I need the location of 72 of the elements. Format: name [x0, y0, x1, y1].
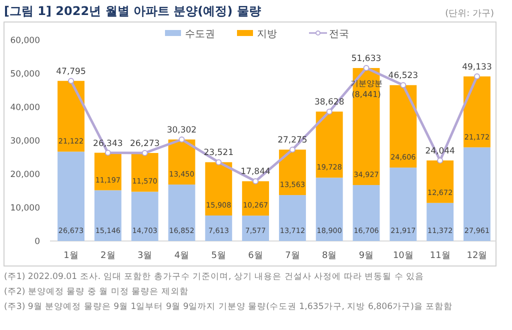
point [104, 150, 111, 156]
bar [168, 184, 196, 241]
data-label: 38,628 [314, 98, 344, 108]
data-label: 24,044 [425, 146, 455, 156]
point [142, 150, 148, 156]
data-label: 26,343 [93, 138, 123, 149]
data-label: 17,844 [240, 167, 270, 178]
bar [352, 185, 380, 241]
point [289, 146, 296, 153]
bar [242, 181, 270, 216]
point [474, 73, 480, 80]
legend-label: 수도권 [185, 29, 215, 40]
y-tick-label: 0 [34, 237, 40, 247]
bar [464, 147, 490, 241]
y-tick-label: 10,000 [10, 204, 40, 214]
point [178, 136, 185, 142]
data-label: 26,273 [130, 138, 160, 149]
bar [426, 202, 454, 241]
data-label: 47,795 [56, 66, 86, 77]
bar [94, 152, 122, 190]
x-tick-label: 3월 [137, 251, 152, 261]
bar [94, 190, 122, 241]
data-label: 46,523 [388, 71, 418, 82]
bar [58, 152, 84, 241]
x-tick-label: 9월 [358, 251, 374, 261]
x-tick-label: 8월 [322, 251, 337, 261]
bar [390, 85, 417, 168]
bar [316, 112, 343, 178]
y-tick-label: 60,000 [10, 36, 40, 46]
point [326, 108, 332, 115]
point [363, 65, 370, 72]
x-tick-label: 6월 [248, 251, 263, 261]
bar [426, 160, 454, 203]
point [216, 159, 222, 166]
bar [316, 178, 343, 241]
bar [205, 162, 232, 216]
point [68, 78, 74, 84]
text: (주3) 9월 분양예정 물량은 9월 1일부터 9월 9일까지 기분양 물량(수도권 1,635가구, 지방 6,806가구)을 포함함 [4, 302, 453, 312]
text: (주1) 2022.09.01 조사. 임대 포함한 총가구수 기준이며, 상기 내용은 건설사 사정에 따라 변동될 수 있음 [4, 272, 424, 282]
legend-label: 전국 [329, 29, 349, 40]
x-tick-label: 5월 [211, 251, 226, 261]
point [252, 178, 259, 184]
y-tick-label: 40,000 [10, 103, 40, 113]
point [400, 82, 406, 88]
chart-title: [그림 1] 2022년 월별 아파트 분양(예정) 물량 [4, 4, 261, 18]
bar [464, 76, 490, 148]
text: (주2) 분양예정 물량 중 월 미정 물량은 제외함 [4, 287, 188, 297]
data-label: 23,521 [204, 148, 234, 158]
bar [58, 80, 84, 152]
y-tick-label: 50,000 [10, 70, 40, 80]
data-label: 27,275 [278, 136, 308, 146]
y-tick-label: 20,000 [10, 170, 40, 180]
x-tick-label: 12월 [466, 251, 488, 261]
bar [390, 168, 417, 241]
bar [131, 192, 158, 241]
bar [131, 152, 158, 192]
x-tick-label: 1월 [64, 251, 78, 261]
data-label: 51,633 [351, 54, 382, 64]
bar [205, 215, 232, 241]
y-tick-label: 30,000 [10, 136, 40, 146]
bar [242, 216, 270, 241]
x-tick-label: 10월 [392, 251, 414, 261]
x-tick-label: 7월 [285, 251, 300, 261]
bar [278, 195, 306, 241]
x-tick-label: 2월 [100, 251, 116, 261]
data-label: 30,302 [166, 125, 197, 136]
bar [278, 150, 306, 196]
legend-label: 지방 [257, 29, 277, 40]
text: (단위: 가구) [445, 9, 494, 19]
data-label: 49,133 [462, 62, 492, 72]
x-tick-label: 4월 [174, 251, 190, 261]
x-tick-label: 11월 [430, 251, 450, 261]
